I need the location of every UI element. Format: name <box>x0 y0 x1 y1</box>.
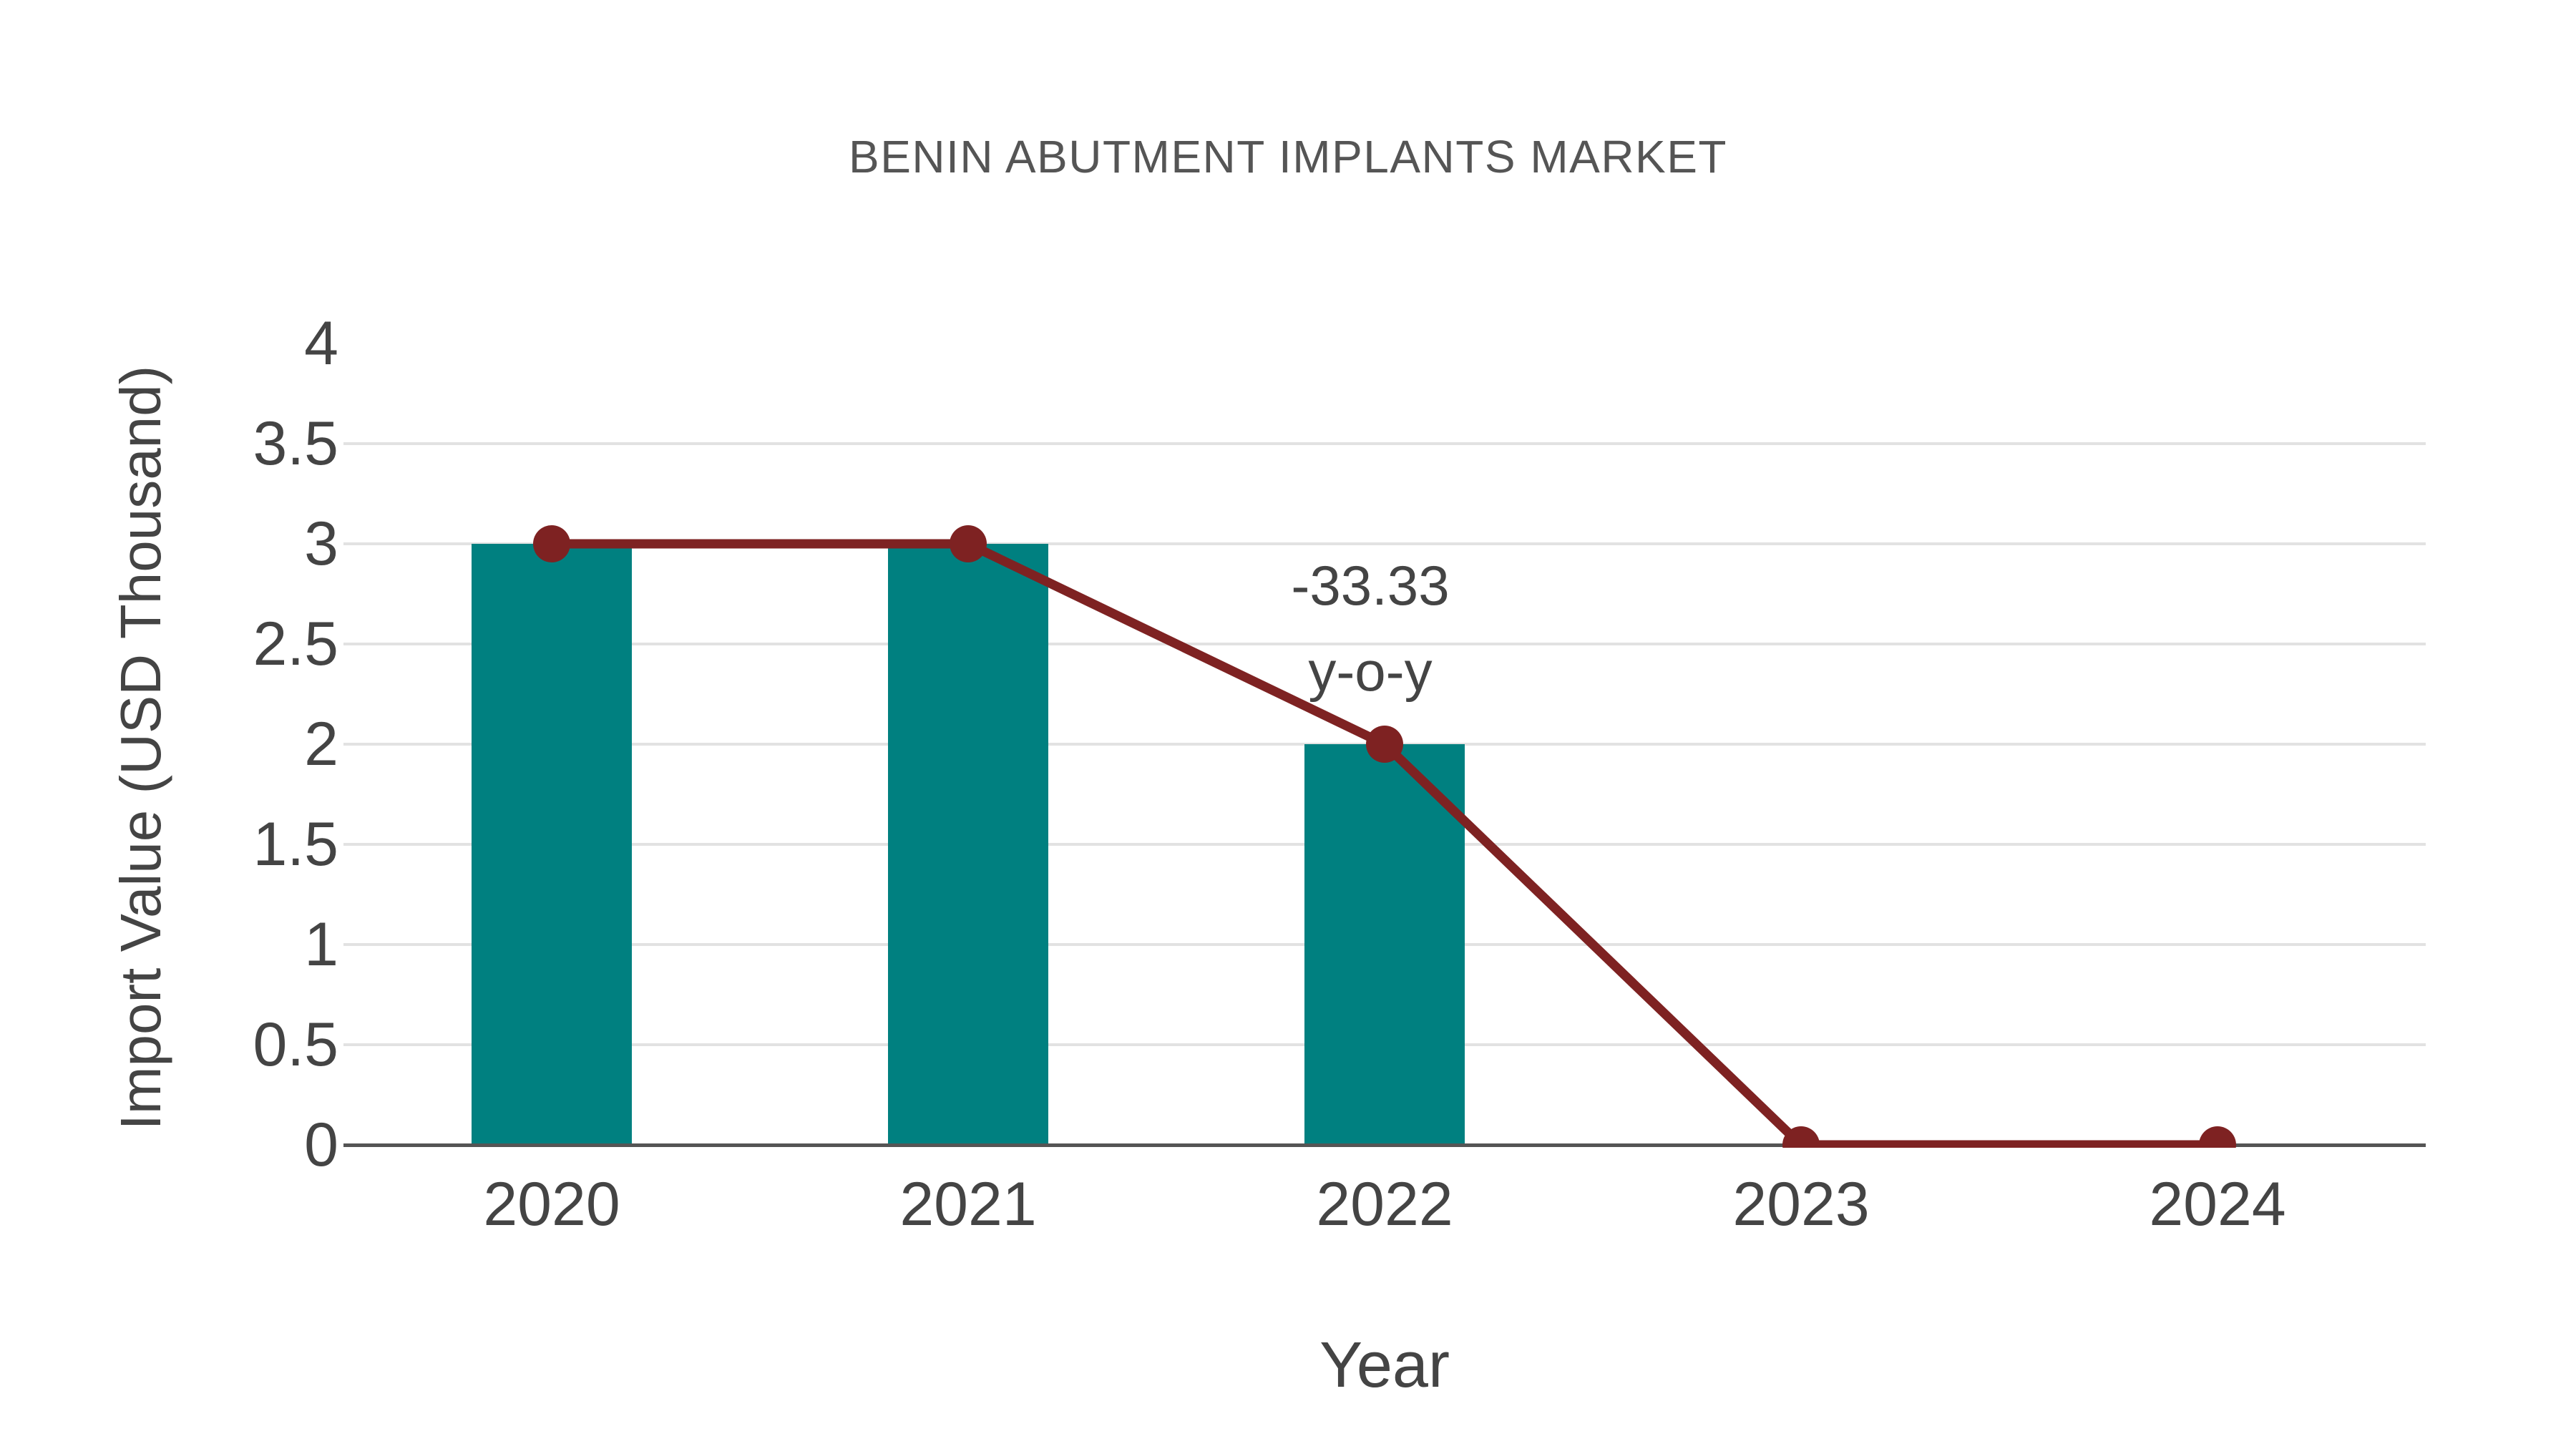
y-tick-label: 1 <box>304 910 338 979</box>
gridline <box>343 442 2426 445</box>
x-axis-title: Year <box>1319 1330 1450 1401</box>
line-marker <box>1782 1126 1820 1148</box>
x-axis-line <box>343 1143 2426 1147</box>
y-tick-label: 4 <box>304 309 338 378</box>
annotation-label: y-o-y <box>1308 640 1433 703</box>
annotation-yoy: -33.33 y-o-y <box>1084 542 1657 714</box>
x-tick-label: 2024 <box>2149 1170 2286 1239</box>
x-tick-label: 2020 <box>483 1170 620 1239</box>
bar <box>1304 744 1465 1145</box>
y-tick-label: 0.5 <box>253 1010 338 1079</box>
y-tick-label: 3.5 <box>253 409 338 478</box>
y-tick-label: 2.5 <box>253 610 338 678</box>
bar <box>888 544 1048 1145</box>
gridline <box>343 643 2426 645</box>
y-axis-title: Import Value (USD Thousand) <box>109 365 172 1131</box>
x-tick-label: 2023 <box>1732 1170 1870 1239</box>
line-marker <box>950 525 987 562</box>
y-tick-label: 3 <box>304 509 338 578</box>
x-tick-label: 2022 <box>1316 1170 1453 1239</box>
annotation-value: -33.33 <box>1291 554 1450 617</box>
x-tick-label: 2021 <box>899 1170 1037 1239</box>
y-tick-label: 2 <box>304 710 338 779</box>
chart-title: BENIN ABUTMENT IMPLANTS MARKET <box>849 131 1727 182</box>
line-marker <box>533 525 570 562</box>
y-tick-label: 0 <box>304 1111 338 1179</box>
bar <box>472 544 632 1145</box>
line-marker <box>2199 1126 2236 1148</box>
line-marker <box>1366 726 1403 763</box>
trend-markers <box>533 525 2236 1148</box>
gridline <box>343 542 2426 545</box>
y-tick-label: 1.5 <box>253 810 338 879</box>
